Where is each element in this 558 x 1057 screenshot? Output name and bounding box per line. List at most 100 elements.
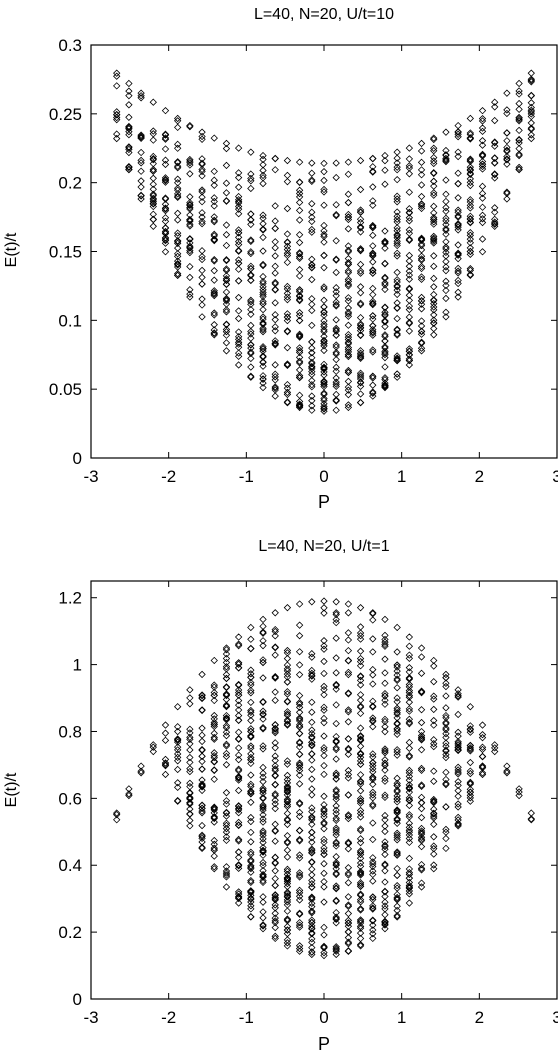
data-point (503, 109, 511, 118)
data-point (491, 170, 499, 179)
data-point (222, 646, 231, 654)
data-point (320, 883, 328, 891)
data-point (369, 773, 377, 781)
data-point (259, 345, 267, 353)
data-point (259, 383, 267, 392)
data-point (417, 293, 426, 302)
data-point (442, 724, 450, 732)
data-point (283, 874, 292, 882)
data-point (186, 123, 194, 131)
data-point (344, 321, 353, 329)
data-point (430, 283, 438, 291)
data-point (344, 766, 353, 775)
data-point (466, 175, 474, 183)
data-point (515, 150, 523, 158)
data-point (247, 354, 255, 363)
data-point (381, 640, 389, 649)
data-point (149, 159, 157, 168)
data-point (442, 718, 450, 727)
data-point (247, 184, 255, 193)
data-point (174, 192, 182, 200)
data-point (295, 729, 304, 738)
data-point (174, 186, 182, 194)
data-point (234, 864, 243, 873)
data-point (320, 368, 328, 376)
data-point (417, 158, 426, 167)
data-point (332, 212, 340, 220)
data-point (283, 926, 292, 934)
data-point (393, 890, 401, 899)
data-point (454, 276, 462, 285)
data-point (295, 837, 304, 845)
data-point (332, 786, 340, 794)
data-point (454, 800, 462, 808)
data-point (393, 224, 401, 232)
data-point (113, 111, 121, 119)
data-point (356, 604, 365, 612)
data-point (259, 658, 267, 667)
x-tick-label: 3 (552, 467, 558, 486)
data-point (174, 252, 182, 261)
data-point (186, 243, 194, 252)
data-point (369, 299, 377, 308)
data-point (369, 768, 377, 776)
data-point (247, 644, 255, 653)
data-point (259, 247, 267, 255)
data-point (527, 76, 535, 85)
data-point (320, 657, 328, 666)
data-point (369, 372, 377, 380)
data-point (283, 721, 292, 729)
y-tick-label: 0 (73, 449, 82, 468)
data-point (247, 174, 255, 183)
data-point (344, 646, 353, 655)
data-point (210, 865, 218, 873)
data-point (308, 367, 316, 376)
data-point (478, 106, 487, 115)
data-point (356, 795, 365, 803)
data-point (198, 838, 206, 846)
data-point (198, 834, 206, 843)
data-point (259, 876, 267, 885)
data-point (210, 863, 218, 871)
data-point (369, 300, 377, 309)
data-point (332, 598, 340, 606)
data-point (198, 694, 206, 703)
data-point (210, 749, 218, 757)
data-point (271, 790, 279, 798)
data-point (454, 212, 462, 220)
data-point (295, 286, 304, 294)
data-point (308, 741, 316, 749)
data-point (308, 650, 316, 658)
data-point (186, 290, 194, 298)
data-point (356, 898, 365, 906)
data-point (308, 791, 316, 799)
data-point (259, 629, 267, 637)
data-point (356, 324, 365, 332)
data-point (356, 799, 365, 807)
data-point (198, 213, 206, 221)
data-point (356, 246, 365, 254)
data-point (393, 283, 401, 291)
data-point (320, 332, 328, 341)
data-point (369, 249, 377, 257)
data-point (283, 171, 292, 180)
data-point (174, 175, 182, 183)
data-point (405, 890, 414, 898)
data-point (198, 219, 206, 228)
data-point (405, 267, 414, 275)
data-point (442, 267, 450, 275)
data-point (393, 884, 401, 892)
data-point (259, 353, 267, 361)
data-point (308, 765, 316, 774)
data-point (247, 905, 255, 913)
data-point (308, 858, 316, 866)
data-point (332, 159, 340, 167)
data-point (295, 808, 304, 817)
data-point (320, 264, 328, 272)
data-point (283, 795, 292, 804)
data-point (332, 685, 340, 693)
data-point (356, 797, 365, 805)
data-point (478, 160, 487, 168)
data-point (161, 156, 170, 164)
data-point (442, 739, 450, 747)
